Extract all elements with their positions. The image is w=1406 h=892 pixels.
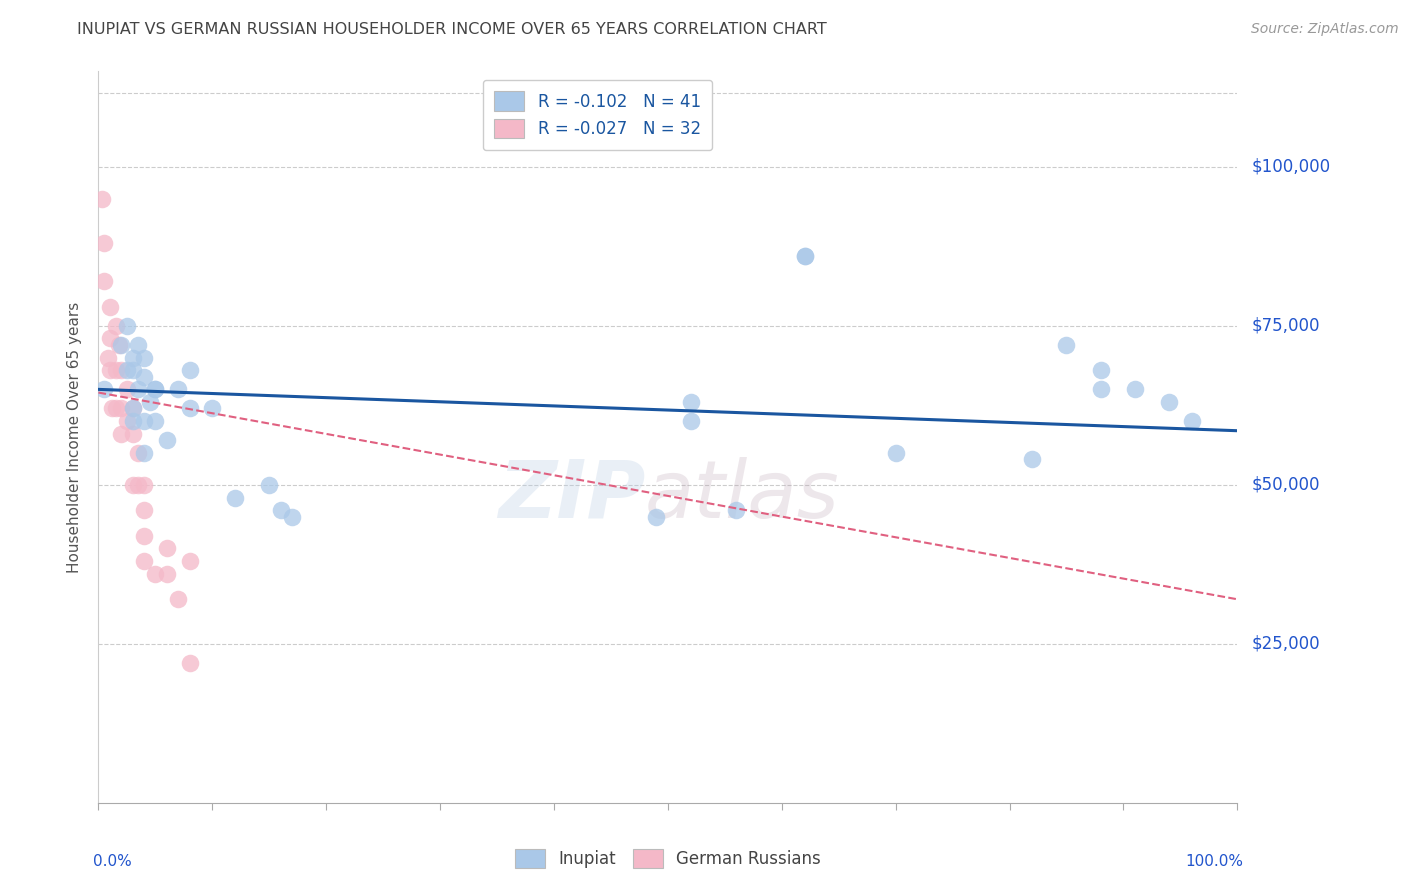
Point [793,249,815,263]
Point [90,192,112,206]
Point [201,401,224,416]
Point [93,274,115,288]
Point [101,401,124,416]
Text: 100.0%: 100.0% [1185,854,1243,869]
Point [145,383,167,397]
Point [115,414,138,428]
Point [104,363,127,377]
Point [145,383,167,397]
Point [145,566,167,581]
Point [98,300,121,314]
Point [179,656,201,670]
Point [179,554,201,568]
Point [1090,383,1112,397]
Point [281,509,304,524]
Y-axis label: Householder Income Over 65 years: Householder Income Over 65 years [67,301,83,573]
Point [98,363,121,377]
Point [132,554,155,568]
Point [115,383,138,397]
Point [725,503,748,517]
Point [132,369,155,384]
Text: atlas: atlas [645,457,839,534]
Point [793,249,815,263]
Point [110,426,132,441]
Point [110,363,132,377]
Legend: Inupiat, German Russians: Inupiat, German Russians [509,842,827,875]
Point [115,318,138,333]
Point [121,351,143,365]
Point [259,477,281,491]
Point [270,503,292,517]
Point [145,414,167,428]
Point [93,236,115,251]
Point [121,401,143,416]
Point [132,477,155,491]
Point [179,401,201,416]
Point [179,363,201,377]
Point [127,446,149,460]
Point [96,351,118,365]
Point [115,363,138,377]
Point [679,395,702,409]
Point [138,395,160,409]
Point [167,592,190,607]
Point [93,383,115,397]
Point [127,338,149,352]
Point [98,331,121,345]
Point [167,383,190,397]
Point [1090,363,1112,377]
Point [156,434,179,448]
Point [1181,414,1204,428]
Point [110,338,132,352]
Point [121,477,143,491]
Point [132,351,155,365]
Point [1123,383,1146,397]
Point [156,566,179,581]
Point [121,363,143,377]
Point [104,401,127,416]
Point [110,401,132,416]
Text: $100,000: $100,000 [1251,158,1330,176]
Point [1021,452,1043,467]
Text: ZIP: ZIP [498,457,645,534]
Point [127,383,149,397]
Point [127,477,149,491]
Point [156,541,179,556]
Text: $25,000: $25,000 [1251,635,1320,653]
Point [108,338,131,352]
Text: $75,000: $75,000 [1251,317,1320,334]
Point [121,426,143,441]
Point [884,446,907,460]
Text: INUPIAT VS GERMAN RUSSIAN HOUSEHOLDER INCOME OVER 65 YEARS CORRELATION CHART: INUPIAT VS GERMAN RUSSIAN HOUSEHOLDER IN… [77,22,827,37]
Point [104,318,127,333]
Text: 0.0%: 0.0% [93,854,132,869]
Point [132,529,155,543]
Point [679,414,702,428]
Point [132,414,155,428]
Text: $50,000: $50,000 [1251,475,1320,494]
Point [121,401,143,416]
Point [1157,395,1180,409]
Text: Source: ZipAtlas.com: Source: ZipAtlas.com [1251,22,1399,37]
Point [132,446,155,460]
Point [1054,338,1078,352]
Point [121,414,143,428]
Point [645,509,668,524]
Point [132,503,155,517]
Point [224,491,246,505]
